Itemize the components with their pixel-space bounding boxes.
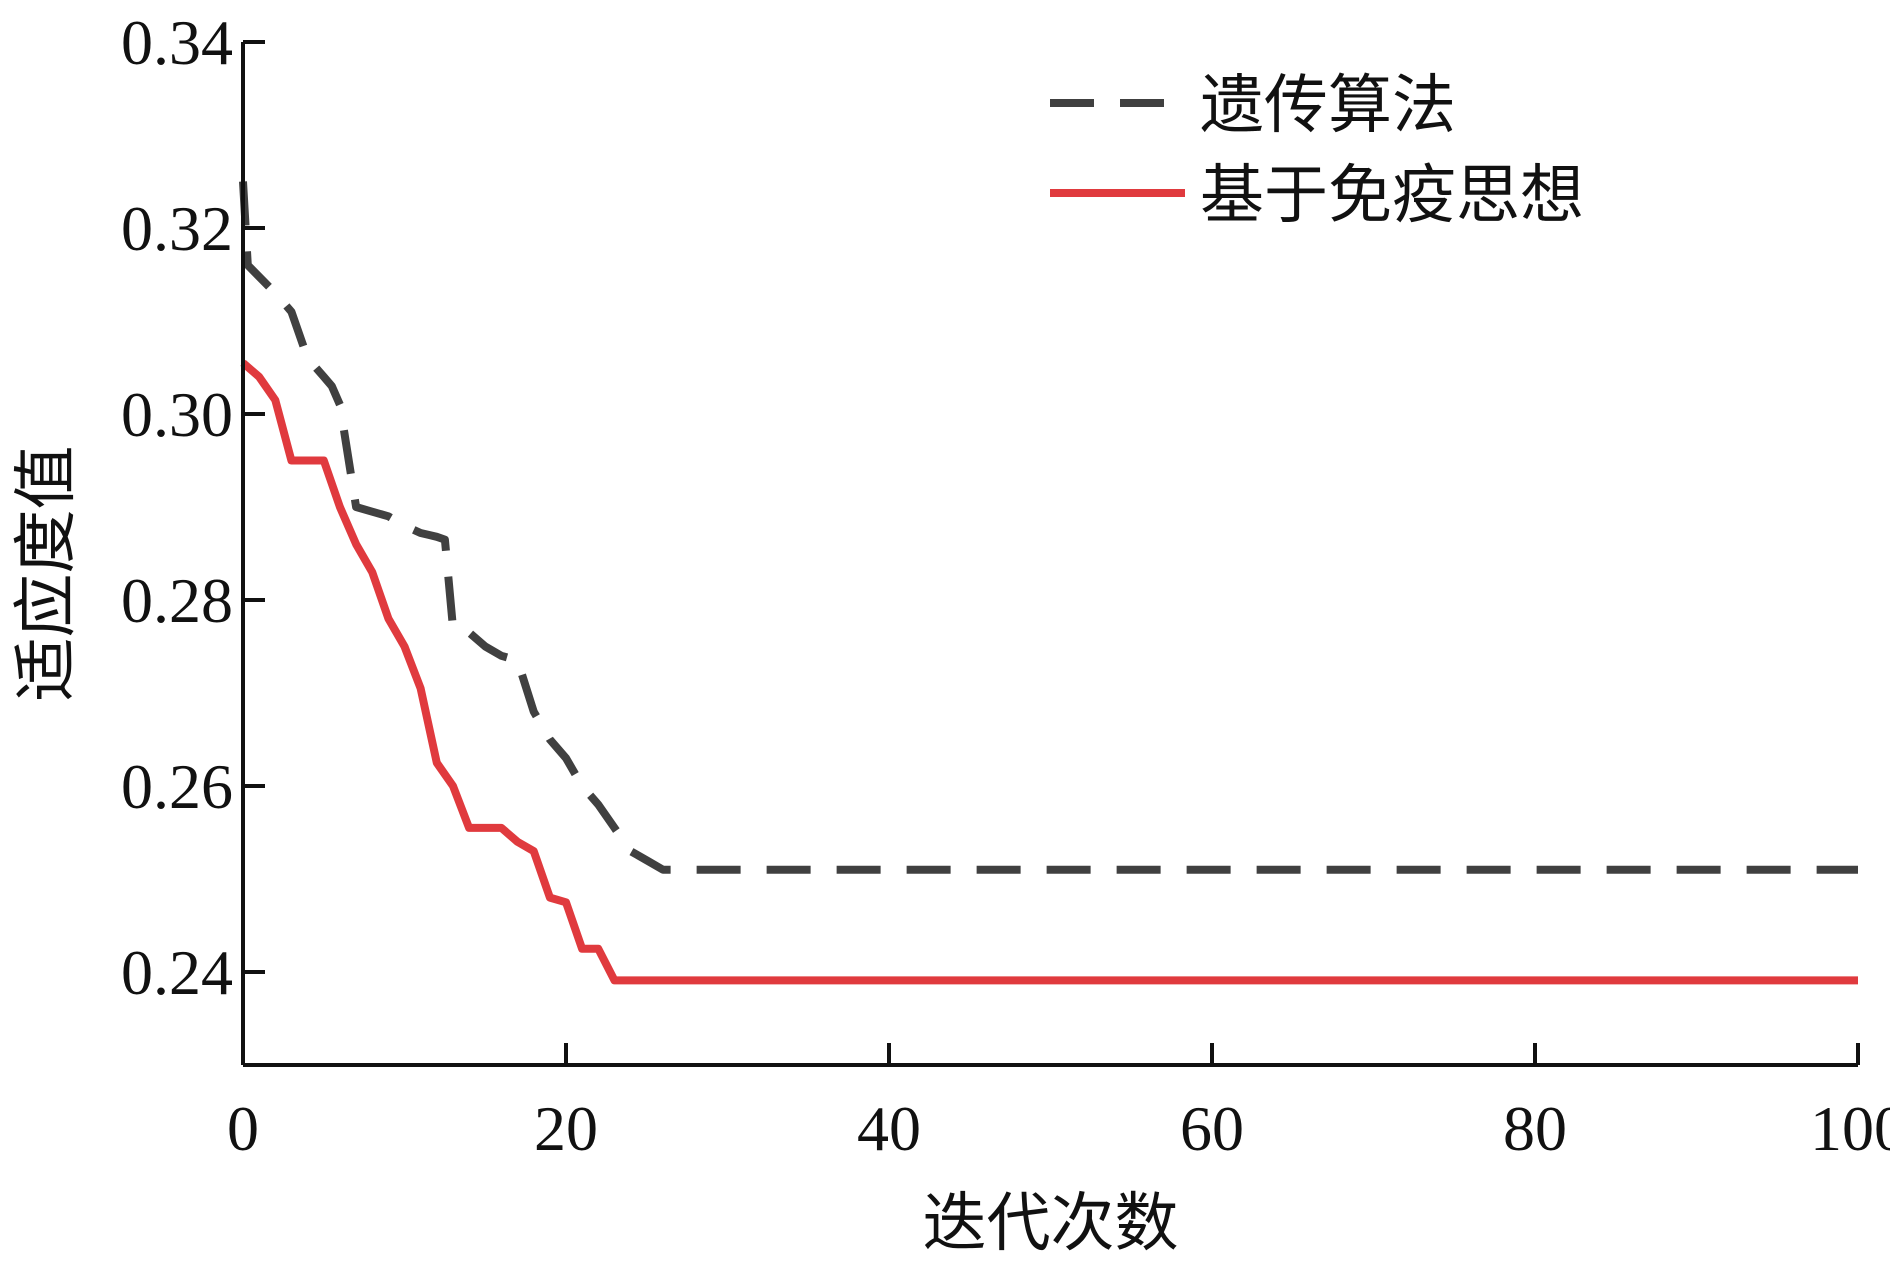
y-tick-label: 0.28 xyxy=(121,565,233,636)
y-tick-label: 0.26 xyxy=(121,751,233,822)
x-axis-title: 迭代次数 xyxy=(923,1187,1179,1261)
axes xyxy=(241,42,1858,1067)
legend-label-2: 基于免疫思想 xyxy=(1200,159,1584,233)
x-tick-label: 0 xyxy=(227,1093,259,1164)
y-axis-title: 适应度值 xyxy=(10,446,84,702)
x-tick-label: 20 xyxy=(534,1093,598,1164)
x-tick-label: 40 xyxy=(857,1093,921,1164)
x-tick-label: 100 xyxy=(1810,1093,1890,1164)
x-tick-label: 80 xyxy=(1503,1093,1567,1164)
legend-label-1: 遗传算法 xyxy=(1200,69,1456,143)
y-tick-label: 0.24 xyxy=(121,937,233,1008)
x-ticks: 0 20 40 60 80 100 xyxy=(227,1043,1890,1164)
series-line-2 xyxy=(240,359,1858,985)
y-ticks: 0.24 0.26 0.28 0.30 0.32 0.34 xyxy=(121,7,265,1008)
x-tick-label: 60 xyxy=(1180,1093,1244,1164)
series-layer xyxy=(239,181,1858,985)
series-line-1 xyxy=(239,181,1858,874)
y-tick-label: 0.30 xyxy=(121,379,233,450)
y-tick-label: 0.32 xyxy=(121,193,233,264)
y-tick-label: 0.34 xyxy=(121,7,233,78)
